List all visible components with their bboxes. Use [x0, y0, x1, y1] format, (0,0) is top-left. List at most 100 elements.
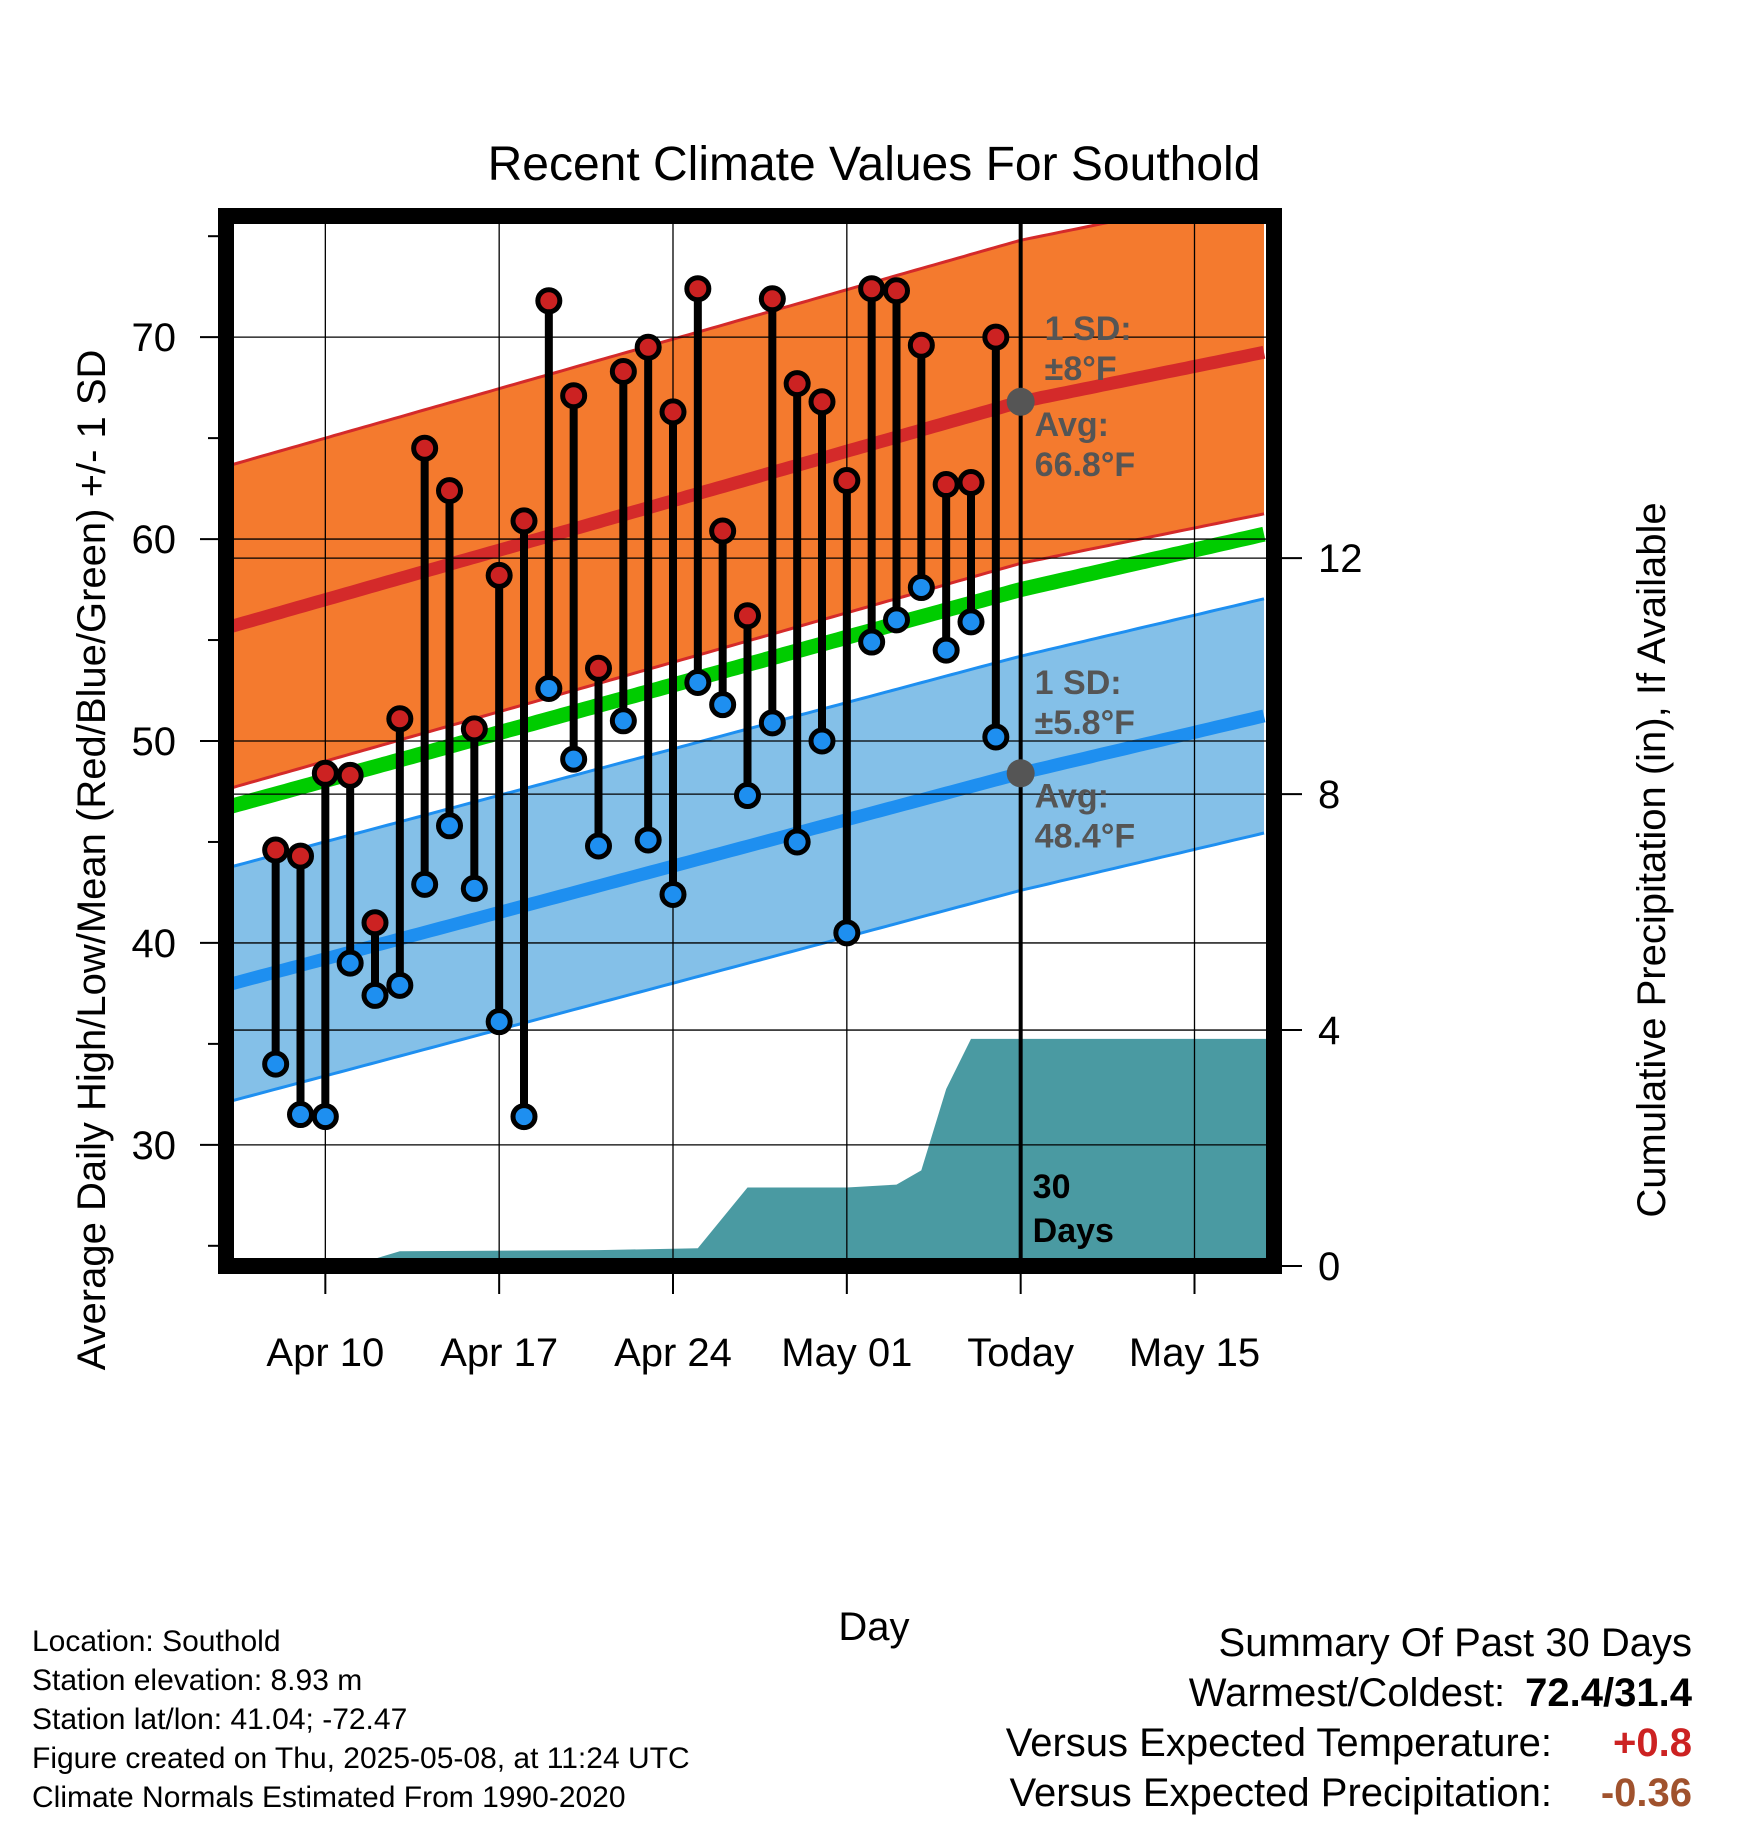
daily-low-marker [709, 691, 737, 719]
daily-high-marker [535, 287, 563, 315]
daily-low-marker [287, 1101, 314, 1129]
daily-low-marker [436, 812, 463, 840]
high-avg-label-1: Avg: [1035, 406, 1109, 444]
y2-tick-label: 4 [1318, 1009, 1340, 1053]
daily-high-marker [485, 561, 513, 589]
daily-low-marker [659, 880, 687, 908]
low-avg-label-2: 48.4°F [1035, 817, 1136, 855]
daily-low-marker [585, 832, 612, 860]
x-tick-label: Apr 10 [266, 1331, 384, 1375]
daily-low-marker [609, 707, 637, 735]
low-sd-label-2: ±5.8°F [1035, 704, 1135, 742]
daily-high-marker [361, 909, 389, 937]
precip-area [226, 1038, 1269, 1266]
y-axis-label: Average Daily High/Low/Mean (Red/Blue/Gr… [70, 350, 114, 1371]
summary-warm-cold: Warmest/Coldest: 72.4/31.4 [1006, 1668, 1692, 1718]
daily-high-marker [758, 285, 786, 313]
daily-low-marker [883, 606, 910, 634]
warm-cold-label: Warmest/Coldest: [1188, 1671, 1506, 1715]
precip-label: Versus Expected Precipitation: [1009, 1771, 1552, 1815]
summary-panel: Summary Of Past 30 Days Warmest/Coldest:… [1006, 1618, 1692, 1818]
summary-temp: Versus Expected Temperature: +0.8 [1006, 1718, 1692, 1768]
high-normal-line [226, 345, 1266, 635]
daily-low-marker [684, 668, 712, 696]
daily-high-marker [659, 398, 687, 426]
daily-high-marker [833, 467, 861, 495]
daily-low-marker [957, 608, 985, 636]
daily-low-marker [485, 1008, 513, 1036]
daily-low-marker [262, 1050, 290, 1078]
y-tick-label: 50 [132, 720, 177, 764]
high-avg-label-2: 66.8°F [1035, 446, 1136, 484]
created-text: Figure created on Thu, 2025-05-08, at 11… [32, 1742, 690, 1775]
daily-low-marker [460, 874, 488, 902]
y2-tick-label: 0 [1318, 1245, 1340, 1289]
x-axis-label: Day [838, 1605, 909, 1649]
daily-high-marker [783, 370, 811, 398]
daily-low-marker [858, 628, 886, 656]
today-low-normal-marker [1006, 759, 1035, 788]
low-avg-label-1: Avg: [1035, 777, 1109, 815]
daily-low-marker [734, 782, 761, 810]
daily-low-marker [808, 727, 836, 755]
daily-high-marker [510, 507, 538, 535]
daily-high-marker [684, 275, 712, 303]
daily-low-marker [336, 949, 364, 977]
summary-precip: Versus Expected Precipitation: -0.36 [1006, 1768, 1692, 1818]
daily-high-marker [709, 517, 737, 545]
summary-heading: Summary Of Past 30 Days [1218, 1621, 1692, 1665]
y2-tick-label: 8 [1318, 773, 1340, 817]
high-sd-band [226, 216, 1264, 790]
x-tick-label: May 15 [1129, 1331, 1260, 1375]
elevation-text: Station elevation: 8.93 m [32, 1664, 363, 1697]
daily-low-marker [361, 981, 389, 1009]
daily-low-marker [932, 636, 960, 664]
today-window-label-2: Days [1033, 1212, 1114, 1250]
high-sd-label-2: ±8°F [1045, 350, 1117, 388]
y-tick-label: 70 [132, 316, 177, 360]
daily-high-marker [907, 331, 935, 359]
plot-frame [218, 208, 1282, 1274]
daily-high-marker [460, 715, 488, 743]
daily-high-marker [858, 275, 886, 303]
today-window-label-1: 30 [1033, 1168, 1071, 1206]
y2-tick-label: 12 [1318, 537, 1363, 581]
station-info: Location: Southold Station elevation: 8.… [32, 1622, 690, 1817]
daily-high-marker [883, 277, 910, 305]
today-high-normal-marker [1006, 387, 1035, 416]
y-tick-label: 30 [132, 1124, 177, 1168]
daily-low-marker [907, 574, 935, 602]
daily-low-marker [386, 971, 414, 999]
daily-high-marker [957, 469, 985, 497]
x-tick-label: May 01 [781, 1331, 912, 1375]
daily-low-marker [311, 1103, 339, 1131]
low-sd-label-1: 1 SD: [1035, 664, 1122, 702]
high-sd-band-upper-edge [226, 216, 1148, 468]
temp-value: +0.8 [1613, 1721, 1692, 1765]
location-text: Location: Southold [32, 1625, 281, 1658]
chart-title: Recent Climate Values For Southold [488, 138, 1261, 191]
daily-high-marker [634, 333, 662, 361]
daily-high-marker [336, 761, 364, 789]
daily-high-marker [982, 323, 1010, 351]
temp-label: Versus Expected Temperature: [1005, 1721, 1552, 1765]
daily-low-marker [510, 1103, 538, 1131]
daily-low-marker [833, 919, 861, 947]
daily-high-marker [734, 602, 761, 630]
daily-high-marker [311, 759, 339, 787]
daily-high-marker [262, 836, 290, 864]
daily-low-marker [758, 709, 786, 737]
daily-low-marker [535, 675, 563, 702]
precip-value: -0.36 [1600, 1771, 1692, 1815]
normals-text: Climate Normals Estimated From 1990-2020 [32, 1781, 626, 1814]
daily-low-marker [634, 826, 662, 854]
daily-low-marker [411, 870, 439, 898]
latlon-text: Station lat/lon: 41.04; -72.47 [32, 1703, 408, 1736]
y-tick-label: 60 [132, 518, 177, 562]
x-tick-label: Apr 24 [614, 1331, 732, 1375]
low-sd-band-lower-edge [226, 831, 1265, 1104]
daily-high-marker [585, 654, 612, 682]
